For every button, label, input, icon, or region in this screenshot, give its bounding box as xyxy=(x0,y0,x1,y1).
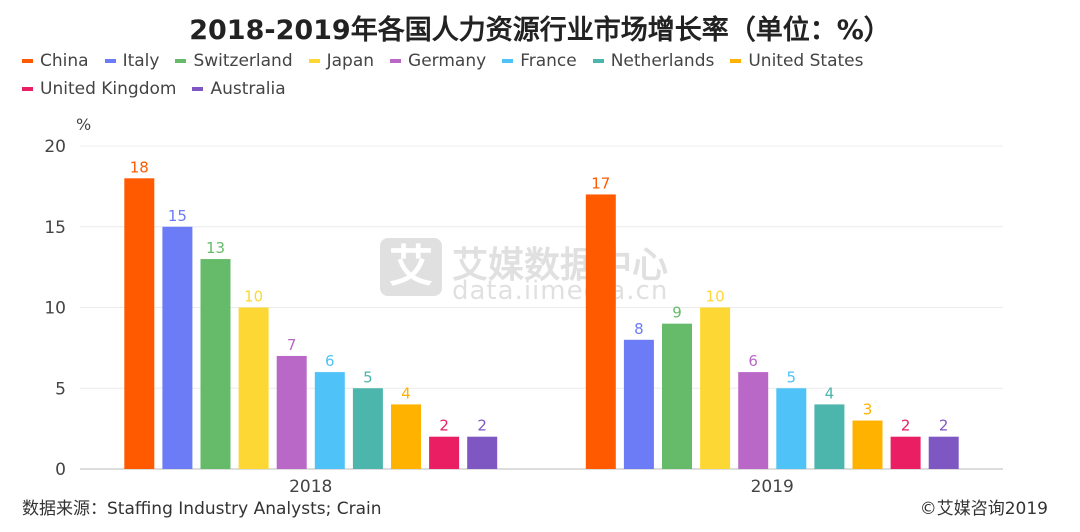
y-tick-label: 20 xyxy=(44,137,66,157)
chart-title: 2018-2019年各国人力资源行业市场增长率（单位：%） xyxy=(189,15,891,46)
bar xyxy=(928,436,959,469)
bar xyxy=(814,404,845,469)
y-tick-label: 10 xyxy=(44,299,66,319)
y-tick-label: 5 xyxy=(55,379,66,399)
bar xyxy=(238,307,269,469)
data-label: 13 xyxy=(206,239,225,257)
legend-swatch xyxy=(192,87,204,91)
legend-swatch xyxy=(390,59,402,63)
data-label: 18 xyxy=(130,158,149,176)
bar xyxy=(162,226,193,469)
data-label: 17 xyxy=(591,174,610,192)
bar xyxy=(352,388,383,469)
legend-item: China xyxy=(22,50,89,72)
legend-item: Germany xyxy=(390,50,486,72)
data-label: 5 xyxy=(787,368,797,386)
legend-label: China xyxy=(40,51,89,71)
bar xyxy=(391,404,421,469)
data-label: 6 xyxy=(748,352,758,370)
y-tick-label: 15 xyxy=(44,218,66,238)
legend-item: Italy xyxy=(104,50,160,72)
y-axis-label: % xyxy=(76,115,91,134)
data-label: 10 xyxy=(244,288,263,306)
bar xyxy=(890,436,921,469)
legend-swatch xyxy=(502,59,514,63)
legend-label: Switzerland xyxy=(193,51,293,71)
copyright-note: ©艾媒咨询2019 xyxy=(919,499,1048,519)
legend-swatch xyxy=(175,59,187,63)
x-tick-label: 2018 xyxy=(289,477,332,497)
bar xyxy=(314,372,345,469)
legend-label: Netherlands xyxy=(610,51,715,71)
y-tick-label: 0 xyxy=(55,460,66,480)
legend-item: United States xyxy=(730,50,863,72)
legend-label: Germany xyxy=(408,51,487,71)
legend-item: Japan xyxy=(308,50,375,72)
bar xyxy=(200,259,231,469)
data-label: 9 xyxy=(672,304,682,322)
legend-swatch xyxy=(308,59,320,63)
data-label: 7 xyxy=(287,336,297,354)
bar xyxy=(776,388,807,469)
legend-label: Japan xyxy=(326,51,375,71)
x-tick-label: 2019 xyxy=(751,477,794,497)
legend-item: Netherlands xyxy=(592,50,715,72)
legend-label: United States xyxy=(748,51,864,71)
data-label: 2 xyxy=(439,417,449,435)
bar xyxy=(585,194,616,469)
data-label: 6 xyxy=(325,352,335,370)
bar xyxy=(738,372,769,469)
source-note: 数据来源：Staffing Industry Analysts; Crain xyxy=(22,499,382,519)
legend-swatch xyxy=(592,59,604,63)
legend-label: Australia xyxy=(210,79,286,99)
data-label: 5 xyxy=(363,368,373,386)
legend-item: Australia xyxy=(192,78,286,100)
watermark-url: data.iimedia.cn xyxy=(452,276,669,306)
legend-swatch xyxy=(22,87,33,91)
bar xyxy=(276,355,307,469)
legend-item: United Kingdom xyxy=(22,78,176,100)
watermark-logo: 艾 xyxy=(380,238,442,296)
data-label: 2 xyxy=(939,417,949,435)
data-label: 10 xyxy=(706,288,725,306)
bar xyxy=(662,323,692,469)
data-label: 15 xyxy=(168,207,187,225)
legend-item: France xyxy=(502,50,577,72)
data-label: 2 xyxy=(901,417,911,435)
bar xyxy=(700,307,731,469)
bar xyxy=(623,339,654,469)
watermark-name: 艾媒数据中心 xyxy=(452,245,669,286)
legend-label: Italy xyxy=(122,51,160,71)
legend-label: United Kingdom xyxy=(40,79,177,99)
data-label: 8 xyxy=(634,320,644,338)
data-label: 4 xyxy=(825,384,835,402)
bar xyxy=(429,436,460,469)
data-label: 2 xyxy=(477,417,487,435)
legend-item: Switzerland xyxy=(175,50,293,72)
bar xyxy=(852,420,883,469)
legend-swatch xyxy=(730,59,742,63)
legend-label: France xyxy=(520,51,577,71)
data-label: 3 xyxy=(863,401,873,419)
bar xyxy=(467,436,498,469)
bar xyxy=(124,178,155,470)
chart-legend: China Italy Switzerland Japan Germany France N… xyxy=(22,50,882,100)
data-label: 4 xyxy=(401,384,411,402)
legend-swatch xyxy=(22,59,33,63)
legend-swatch xyxy=(104,59,116,63)
